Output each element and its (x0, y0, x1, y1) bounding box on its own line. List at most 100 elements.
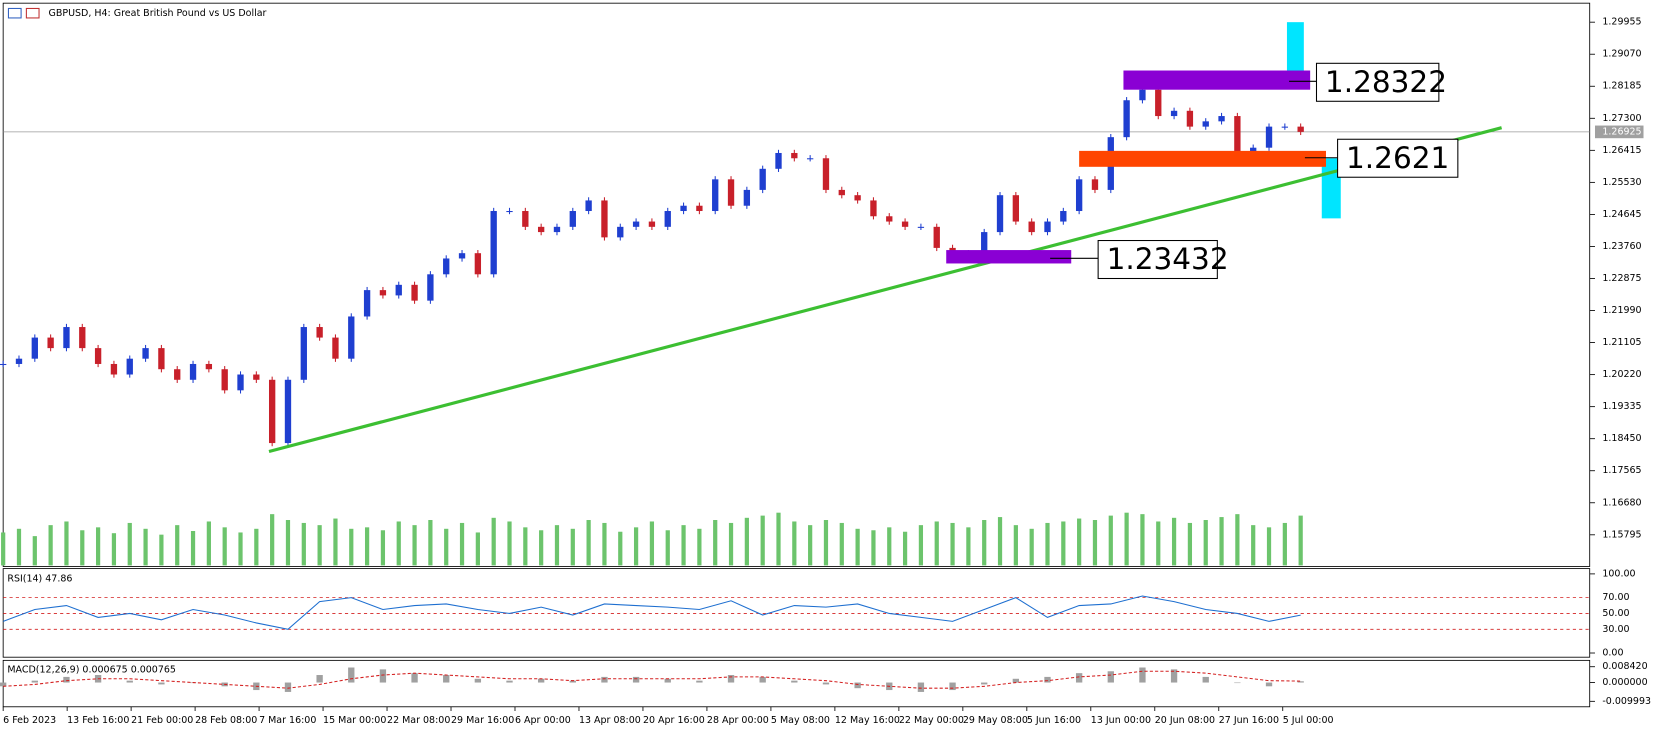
volume-bar (523, 527, 528, 566)
volume-bar (1092, 520, 1098, 566)
volume-bar (1140, 514, 1145, 566)
candle (474, 253, 482, 275)
volume-bar (270, 514, 275, 566)
candle (427, 274, 434, 301)
macd-bar (411, 673, 418, 683)
y-tick-label: 1.28185 (1602, 81, 1641, 92)
x-tick-label: 7 Mar 16:00 (259, 715, 316, 726)
volume-bar (1282, 522, 1287, 566)
macd-bar (443, 675, 450, 683)
volume-bar (918, 525, 924, 566)
candle (332, 337, 339, 359)
volume-bar (982, 520, 987, 566)
macd-bar (1139, 667, 1146, 683)
rsi-tick-label: 30.00 (1602, 624, 1629, 635)
rsi-panel (2, 568, 1591, 658)
candle (237, 374, 244, 391)
candle (1155, 89, 1162, 117)
volume-bar (649, 521, 655, 566)
x-tick-label: 28 Feb 08:00 (195, 715, 257, 726)
volume-bar (64, 521, 69, 566)
macd-bar (348, 667, 355, 683)
zone (1123, 70, 1311, 90)
candle (1044, 221, 1051, 233)
macd-bar (506, 680, 513, 683)
volume-bar (190, 530, 196, 566)
rsi-title: RSI(14) 47.86 (7, 574, 72, 585)
y-tick-label: 1.29955 (1602, 17, 1641, 28)
volume-bar (317, 525, 322, 566)
candle (490, 211, 497, 275)
candle (506, 211, 513, 213)
volume-bar (222, 527, 227, 566)
candle (47, 337, 54, 349)
x-tick-label: 29 Mar 16:00 (451, 715, 514, 726)
x-tick-label: 5 Jul 00:00 (1283, 715, 1334, 726)
y-tick-label: 1.19335 (1602, 401, 1641, 412)
candle (15, 358, 23, 364)
volume-bar (618, 531, 623, 566)
x-tick-label: 5 Jun 16:00 (1027, 715, 1081, 726)
macd-tick-label: -0.009993 (1602, 696, 1651, 707)
rsi-line (2, 595, 1301, 630)
zone-label-box (1337, 138, 1459, 178)
x-tick-label: 13 Apr 08:00 (579, 715, 641, 726)
volume-bar (950, 522, 955, 566)
candle (458, 253, 466, 259)
macd-tick-label: 0.008420 (1602, 661, 1647, 672)
macd-bar (981, 682, 988, 685)
candle (727, 179, 735, 206)
highlight-bar (1286, 22, 1304, 75)
volume-bar (254, 528, 259, 566)
volume-bar (839, 522, 844, 566)
volume-bar (1045, 522, 1050, 566)
macd-bar (1107, 671, 1114, 683)
zone-label-box (1097, 239, 1218, 280)
candle (79, 327, 86, 349)
y-tick-label: 1.16680 (1602, 497, 1641, 508)
volume-bar (1061, 521, 1066, 566)
volume-bar (1219, 517, 1224, 566)
macd-bar (1044, 676, 1051, 683)
volume-bar (1171, 517, 1177, 566)
macd-tick-label: 0.000000 (1602, 677, 1647, 688)
volume-bar (285, 520, 291, 566)
volume-bar (238, 532, 243, 566)
macd-bar (569, 680, 576, 683)
volume-bar (143, 528, 148, 566)
y-tick-label: 1.15795 (1602, 529, 1641, 540)
rsi-tick-label: 70.00 (1602, 592, 1629, 603)
volume-bar (681, 525, 686, 566)
rsi-tick-label: 100.00 (1602, 568, 1635, 579)
volume-bar (428, 520, 433, 566)
candle (174, 369, 181, 380)
volume-bar (1298, 515, 1303, 566)
candle (553, 226, 561, 233)
macd-title: MACD(12,26,9) 0.000675 0.000765 (7, 664, 176, 675)
y-tick-label: 1.26415 (1602, 145, 1641, 156)
candle (901, 221, 909, 227)
volume-bar (396, 521, 401, 566)
current-price-label: 1.26925 (1602, 126, 1641, 137)
y-tick-label: 1.17565 (1602, 465, 1641, 476)
macd-bar (474, 678, 482, 683)
macd-bar (1265, 682, 1273, 687)
volume-bar (871, 530, 876, 566)
macd-bar (316, 675, 323, 683)
macd-bar (696, 680, 703, 683)
candle (395, 284, 402, 296)
macd-bar (126, 680, 133, 683)
candle (664, 211, 671, 227)
current-price-box (1594, 125, 1644, 139)
candle (1091, 179, 1099, 190)
macd-bar (31, 680, 38, 683)
x-tick-label: 21 Feb 00:00 (131, 715, 193, 726)
candle (411, 284, 418, 301)
macd-bar (601, 676, 608, 683)
zone (1079, 150, 1326, 167)
candle (1281, 126, 1289, 128)
candle (806, 158, 814, 160)
volume-bar (32, 536, 37, 566)
volume-bar (1108, 515, 1113, 566)
candle (31, 337, 38, 359)
